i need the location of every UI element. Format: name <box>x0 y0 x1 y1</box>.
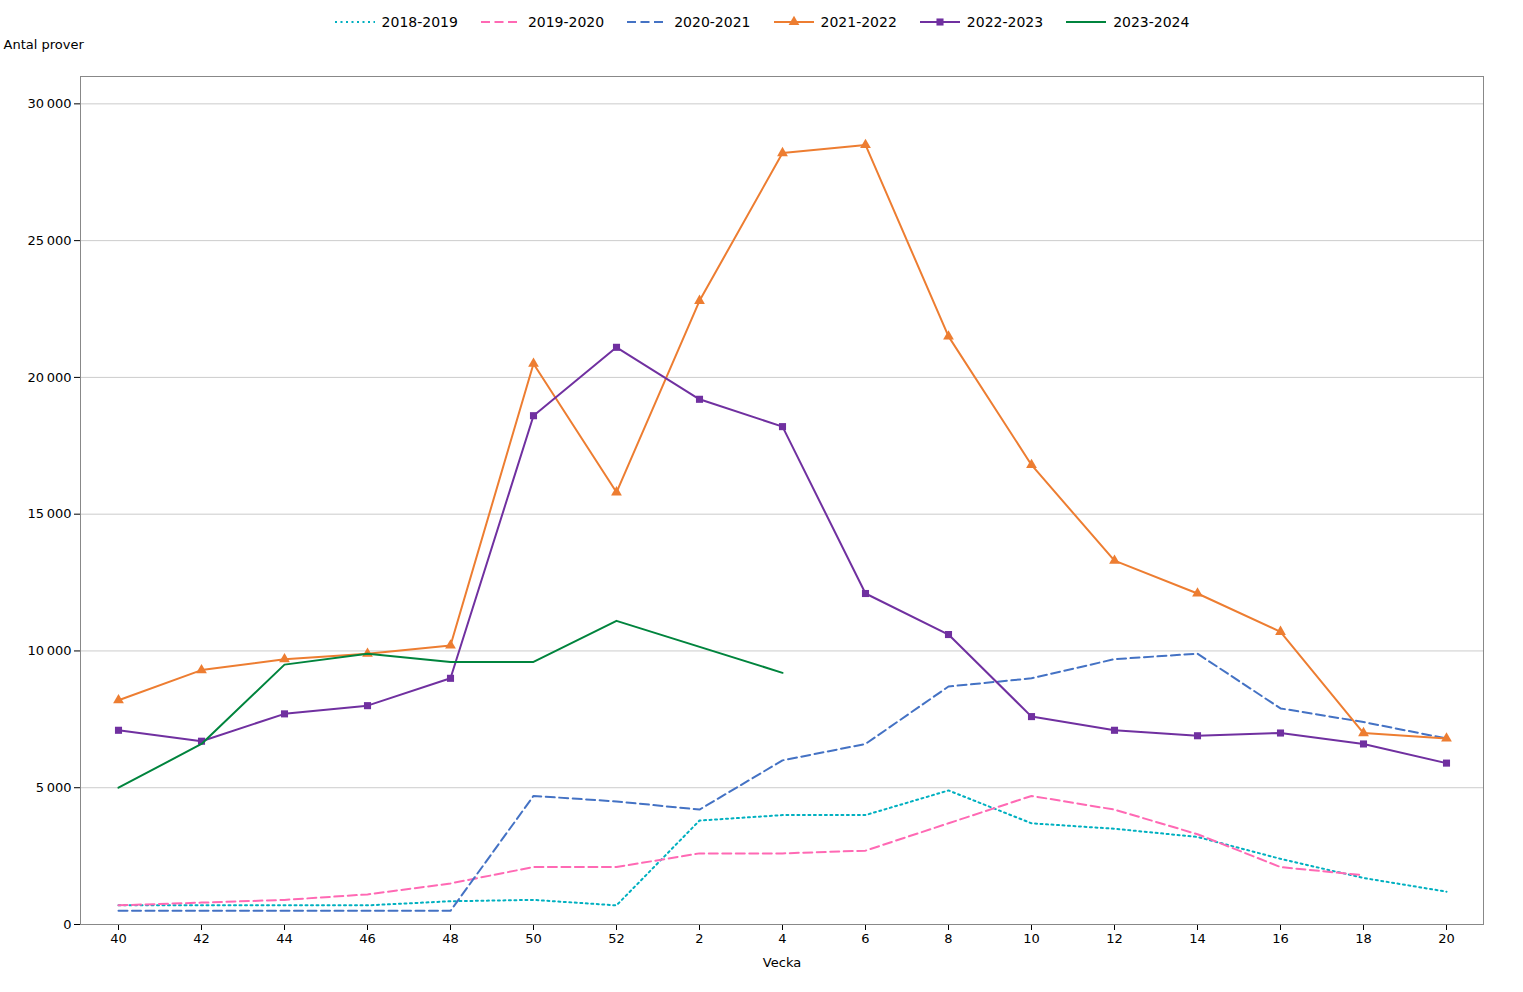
html-text:2022-2023: 2022-2023 <box>966 14 1044 30</box>
svg-text:42: 42 <box>193 931 210 946</box>
svg-text:0: 0 <box>63 917 71 932</box>
html-text:2021-2022: 2021-2022 <box>820 14 897 30</box>
svg-text:46: 46 <box>359 931 376 946</box>
svg-text:25 000: 25 000 <box>28 233 72 248</box>
svg-text:52: 52 <box>608 931 625 946</box>
svg-text:15 000: 15 000 <box>28 506 72 521</box>
svg-text:14: 14 <box>1189 931 1206 946</box>
html-text:2020-2021: 2020-2021 <box>674 14 751 30</box>
svg-text:44: 44 <box>276 931 293 946</box>
svg-text:20 000: 20 000 <box>28 370 72 385</box>
html-text:2018-2019: 2018-2019 <box>381 14 458 30</box>
svg-text:Vecka: Vecka <box>763 955 801 970</box>
html-text:2023-2024: 2023-2024 <box>1113 14 1190 30</box>
svg-text:Antal prover: Antal prover <box>4 37 85 52</box>
svg-text:16: 16 <box>1272 931 1289 946</box>
svg-text:20: 20 <box>1438 931 1455 946</box>
svg-text:5 000: 5 000 <box>36 780 72 795</box>
svg-text:30 000: 30 000 <box>28 96 72 111</box>
svg-text:6: 6 <box>861 931 869 946</box>
svg-text:12: 12 <box>1106 931 1123 946</box>
html-text:2019-2020: 2019-2020 <box>527 14 605 30</box>
svg-text:10 000: 10 000 <box>28 643 72 658</box>
svg-text:8: 8 <box>944 931 952 946</box>
svg-text:18: 18 <box>1355 931 1372 946</box>
svg-text:2: 2 <box>695 931 703 946</box>
svg-text:10: 10 <box>1023 931 1040 946</box>
svg-text:48: 48 <box>442 931 459 946</box>
svg-text:40: 40 <box>110 931 127 946</box>
svg-text:4: 4 <box>778 931 786 946</box>
svg-text:50: 50 <box>525 931 542 946</box>
